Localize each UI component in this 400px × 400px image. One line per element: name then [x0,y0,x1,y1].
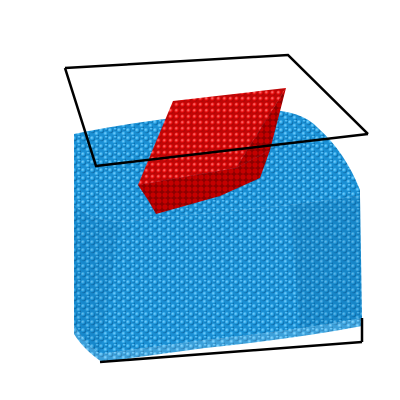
crystal-front-face [138,150,270,214]
substrate-front-face [74,196,362,354]
box-frame-back [64,53,369,135]
crystal-top-face [138,88,286,185]
box-frame-front [63,67,369,364]
